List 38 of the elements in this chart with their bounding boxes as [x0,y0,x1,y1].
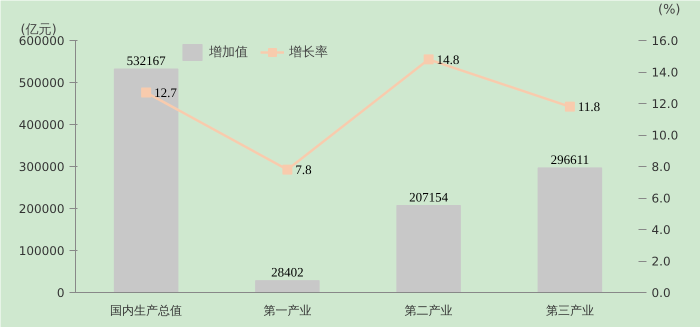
x-tick-label: 第一产业 [263,304,312,318]
bar [396,204,461,292]
point [564,102,575,112]
legend-label: 增加值 [209,44,248,61]
data-label: 11.8 [578,99,600,114]
y2-tick-label: 10.0 [652,128,678,142]
data-label: 28402 [271,264,304,280]
y-tick-label: 100000 [18,244,65,258]
bar [538,167,602,292]
y-tick-label: 500000 [18,76,65,90]
y2-tick-label: 16.0 [652,34,678,48]
y2-tick-label: 2.0 [652,254,671,268]
bar [255,280,320,292]
point [282,164,292,175]
y-tick-label: 0 [56,286,65,300]
x-tick-label: 国内生产总值 [110,304,182,318]
y2-axis-title: (%) [658,2,681,18]
data-label: 532167 [126,52,166,68]
y2-tick-label: 4.0 [652,223,671,237]
data-label: 7.8 [295,162,312,178]
data-label: 12.7 [154,84,178,100]
data-label: 207154 [409,189,449,204]
x-tick-label: 第三产业 [546,304,594,318]
y2-tick-label: 0.0 [652,286,671,300]
point [141,87,152,98]
y2-tick-label: 8.0 [652,160,671,174]
y2-tick-label: 6.0 [652,192,671,206]
data-label: 14.8 [436,52,460,67]
bar [114,68,178,292]
y2-tick-label: 12.0 [652,97,678,111]
point [424,54,434,64]
x-tick-label: 第二产业 [404,304,453,318]
y-tick-label: 400000 [18,118,65,132]
legend-label: 增长率 [289,44,328,61]
y-tick-label: 200000 [18,202,65,216]
data-label: 296611 [550,152,590,167]
y-tick-label: 300000 [18,160,65,174]
y2-tick-label: 14.0 [652,66,678,80]
